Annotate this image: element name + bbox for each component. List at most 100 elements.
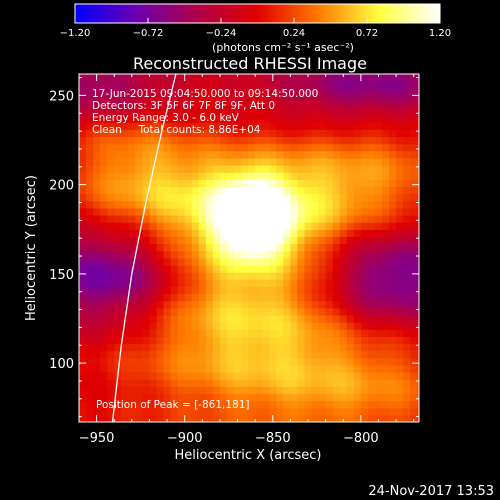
heatmap-cell [360,100,369,109]
heatmap-cell [234,272,242,280]
heatmap-cell [403,222,411,230]
heatmap-cell [241,257,249,266]
heatmap-cell [417,229,419,237]
heatmap-cell [107,300,115,309]
heatmap-cell [304,129,313,138]
heatmap-cell [79,386,87,395]
heatmap-cell [389,414,397,422]
heatmap-cell [100,157,108,166]
heatmap-cell [318,372,327,380]
heatmap-cell [79,414,87,422]
heatmap-cell [135,200,144,209]
heatmap-cell [255,107,263,116]
heatmap-cell [269,115,277,123]
heatmap-cell [114,264,122,273]
heatmap-cell [219,343,228,352]
heatmap-cell [121,250,129,259]
heatmap-cell [297,307,306,316]
heatmap-cell [114,86,122,95]
heatmap-cell [255,74,263,80]
heatmap-cell [417,286,419,295]
heatmap-cell [339,293,348,302]
heatmap-cell [396,100,404,109]
heatmap-cell [198,307,207,316]
heatmap-cell [297,222,306,230]
heatmap-cell [79,143,87,152]
heatmap-cell [142,86,151,95]
heatmap-cell [241,422,249,430]
heatmap-cell [93,100,101,109]
heatmap-cell [346,336,355,345]
heatmap-cell [403,172,411,180]
colorbar: −1.20 −0.72 −0.24 0.24 0.72 1.20 (photons cm⁻… [60,3,451,54]
heatmap-cell [241,165,249,173]
heatmap-cell [128,200,136,209]
heatmap-cell [304,336,313,345]
heatmap-cell [339,93,348,102]
heatmap-cell [297,264,306,273]
heatmap-cell [163,236,172,245]
heatmap-cell [135,300,144,309]
heatmap-cell [276,165,284,173]
heatmap-cell [248,379,256,387]
heatmap-cell [332,393,341,402]
heatmap-cell [149,257,158,266]
heatmap-cell [417,172,419,180]
heatmap-cell [135,407,144,416]
heatmap-cell [318,86,327,95]
heatmap-cell [283,364,291,373]
heatmap-cell [86,250,94,259]
heatmap-cell [374,322,383,330]
heatmap-cell [149,350,158,359]
heatmap-cell [79,422,87,430]
heatmap-cell [184,165,193,173]
heatmap-cell [276,222,284,230]
heatmap-cell [332,250,341,259]
heatmap-cell [86,179,94,188]
heatmap-cell [93,150,101,159]
heatmap-cell [107,272,115,280]
heatmap-cell [100,93,108,102]
heatmap-cell [198,336,207,345]
heatmap-cell [226,129,235,138]
heatmap-cell [128,93,136,102]
heatmap-cell [156,186,165,195]
heatmap-cell [121,229,129,237]
heatmap-cell [389,157,397,166]
heatmap-cell [205,264,214,273]
heatmap-cell [304,79,313,88]
heatmap-cell [248,250,256,259]
heatmap-cell [128,229,136,237]
heatmap-cell [198,343,207,352]
heatmap-cell [269,186,277,195]
heatmap-cell [346,343,355,352]
heatmap-cell [325,136,334,145]
heatmap-cell [177,350,186,359]
y-tick-label: 100 [49,357,74,372]
heatmap-cell [417,200,419,209]
heatmap-cell [269,129,277,138]
heatmap-cell [86,343,94,352]
heatmap-cell [410,422,418,430]
heatmap-cell [191,172,200,180]
heatmap-cell [100,172,108,180]
heatmap-cell [79,172,87,180]
heatmap-cell [424,408,432,416]
heatmap-cell [79,229,87,237]
heatmap-cell [170,93,179,102]
heatmap-cell [382,372,390,380]
heatmap-cell [241,100,249,109]
heatmap-cell [100,150,108,159]
chart-title: Reconstructed RHESSI Image [133,54,367,73]
heatmap-cell [318,186,327,195]
heatmap-cell [311,407,320,416]
heatmap-cell [360,129,369,138]
heatmap-cell [212,407,221,416]
heatmap-cell [339,115,348,123]
heatmap-cell [205,272,214,280]
heatmap-cell [184,286,193,295]
heatmap-cell [156,386,165,395]
heatmap-cell [86,157,94,166]
heatmap-cell [128,329,136,337]
heatmap-cell [318,336,327,345]
